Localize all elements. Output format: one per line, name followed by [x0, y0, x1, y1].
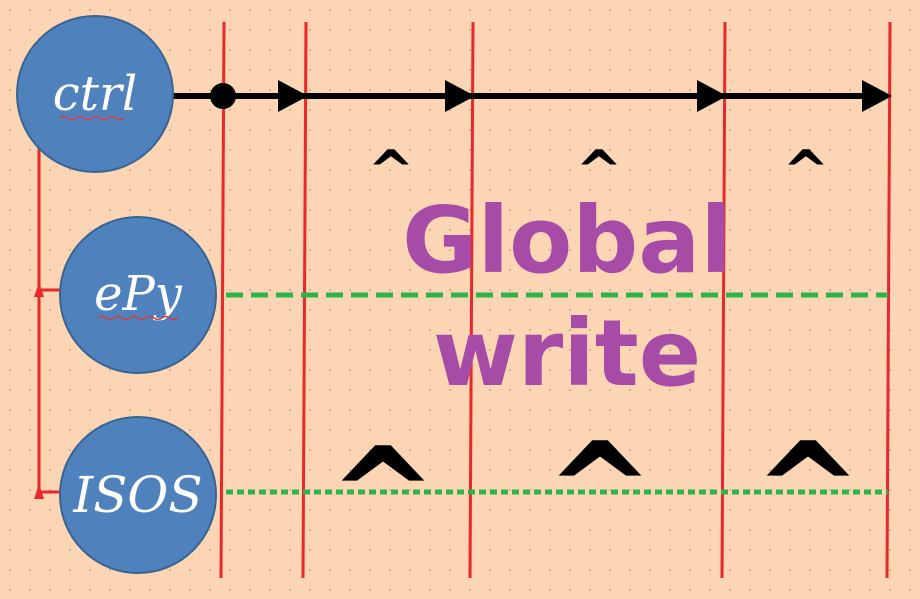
small-caret-marker: ^ — [368, 139, 415, 204]
large-caret-marker: ^ — [329, 419, 438, 571]
arrowhead-2 — [445, 80, 475, 112]
node-isos: ISOS — [59, 416, 217, 574]
small-caret-marker: ^ — [783, 139, 830, 204]
node-label-ctrl: ctrl — [53, 66, 137, 122]
arrowhead-3 — [697, 80, 727, 112]
title-line-2: write — [433, 300, 701, 407]
node-label-isos: ISOS — [72, 466, 202, 524]
timeline-4 — [720, 21, 727, 579]
arrowhead-up-isos — [34, 484, 44, 499]
arrowhead-1 — [278, 80, 308, 112]
title-line-1: Global — [402, 187, 732, 294]
node-ctrl: ctrl — [16, 15, 174, 173]
arrowhead-4 — [862, 80, 892, 112]
timeline-3 — [468, 21, 475, 579]
timelines — [219, 21, 892, 579]
timeline-2 — [301, 21, 308, 579]
small-caret-marker: ^ — [576, 139, 623, 204]
large-caret-marker: ^ — [754, 414, 863, 566]
node-epy: ePy — [59, 216, 217, 374]
timeline-5 — [885, 21, 892, 579]
large-caret-marker: ^ — [546, 414, 655, 566]
node-label-epy: ePy — [94, 266, 183, 322]
start-dot — [210, 83, 236, 109]
spellcheck-underline — [59, 115, 125, 121]
spellcheck-underline — [97, 315, 179, 321]
timeline-1 — [219, 21, 226, 579]
arrowhead-up-epy — [34, 282, 44, 297]
